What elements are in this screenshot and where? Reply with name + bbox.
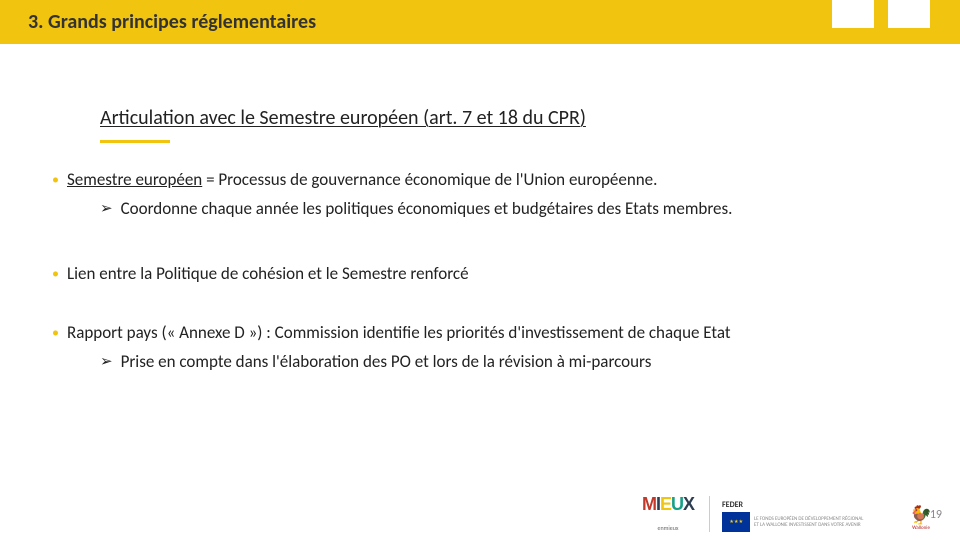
divider [709,496,710,532]
deco-block [888,0,930,28]
wallonia-label: Wallonie [912,525,930,531]
feder-label: FEDER [722,500,884,510]
header-bar: 3. Grands principes réglementaires [0,0,960,44]
sub-bullet: ➢ Coordonne chaque année les politiques … [100,198,930,219]
logo-mieux-text: MIEUX [642,494,694,515]
sub-bullet-text: Coordonne chaque année les politiques éc… [121,198,733,219]
bullet-item: • Semestre européen = Processus de gouve… [52,169,930,190]
rooster-icon: 🐓 [910,506,932,524]
bullet-text: Lien entre la Politique de cohésion et l… [67,263,469,284]
deco-block [832,0,874,28]
bullet-icon: • [52,265,59,282]
arrow-icon: ➢ [100,352,113,371]
bullet-icon: • [52,324,59,341]
bullet-item: • Lien entre la Politique de cohésion et… [52,263,930,284]
eu-flag-icon: ★ ★ ★ [722,512,750,532]
footer-logos: MIEUX enmieux FEDER ★ ★ ★ LE FONDS EUROP… [639,486,946,532]
logo-mieux: MIEUX [639,486,697,522]
eu-text: LE FONDS EUROPÉEN DE DÉVELOPPEMENT RÉGIO… [754,516,884,528]
logo-mieux-block: MIEUX enmieux [639,486,697,532]
bullet-text: Rapport pays (« Annexe D ») : Commission… [67,322,731,343]
subtitle-accent [100,140,170,143]
feder-eu-block: FEDER ★ ★ ★ LE FONDS EUROPÉEN DE DÉVELOP… [722,500,884,532]
bullet-icon: • [52,171,59,188]
page-number: 19 [930,508,942,522]
content: • Semestre européen = Processus de gouve… [52,169,930,372]
header-decoration [832,0,930,28]
subtitle-area: Articulation avec le Semestre européen (… [100,106,960,143]
bullet-text: Semestre européen = Processus de gouvern… [67,169,657,190]
subtitle: Articulation avec le Semestre européen (… [100,106,960,130]
sub-bullet-text: Prise en compte dans l'élaboration des P… [121,351,652,372]
header-title: 3. Grands principes réglementaires [28,10,316,34]
bullet-item: • Rapport pays (« Annexe D ») : Commissi… [52,322,930,343]
logo-mieux-caption: enmieux [657,524,678,532]
eu-flag-block: ★ ★ ★ LE FONDS EUROPÉEN DE DÉVELOPPEMENT… [722,512,884,532]
arrow-icon: ➢ [100,199,113,218]
sub-bullet: ➢ Prise en compte dans l'élaboration des… [100,351,930,372]
